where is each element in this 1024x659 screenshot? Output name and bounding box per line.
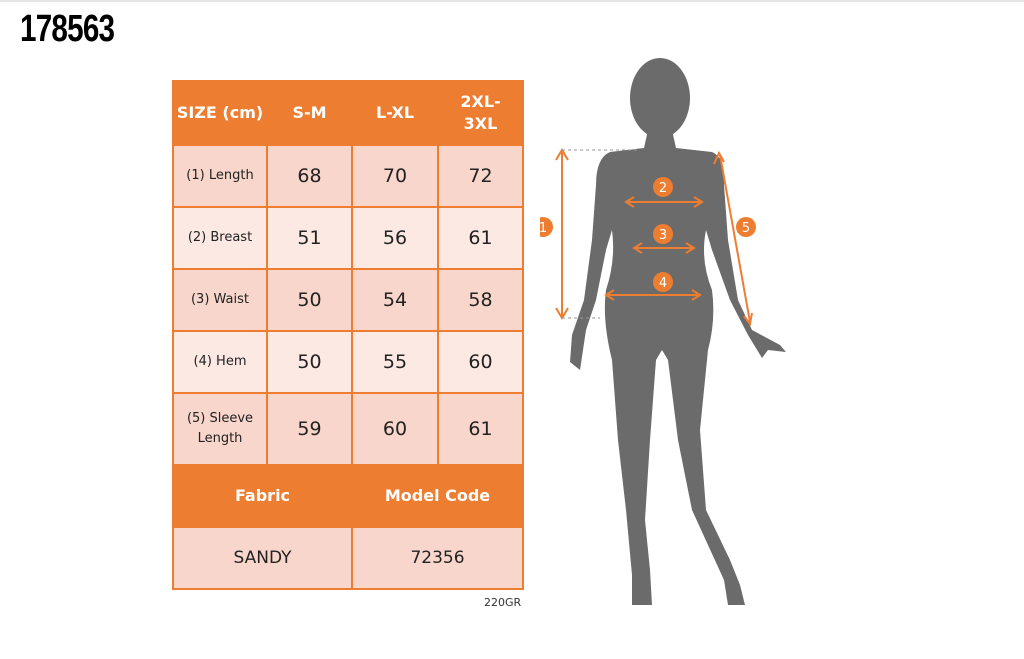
- cell: 55: [353, 332, 437, 392]
- cell: 61: [439, 208, 522, 268]
- header-l-xl: L-XL: [375, 103, 415, 122]
- cell: 56: [353, 208, 437, 268]
- cell: 59: [268, 394, 351, 464]
- header-fabric: Fabric: [234, 486, 291, 505]
- size-chart-table: SIZE (cm) S-M L-XL 2XL-3XL (1) Length 68…: [172, 80, 524, 590]
- cell: 70: [353, 146, 437, 206]
- header-size: SIZE (cm): [176, 103, 264, 122]
- row-label-length: (1) Length: [174, 146, 266, 206]
- body-measurement-figure: 1 2 3 4 5: [540, 58, 786, 605]
- model-code-value: 72356: [353, 528, 522, 588]
- row-label-hem: (4) Hem: [174, 332, 266, 392]
- header-model-code: Model Code: [384, 486, 491, 505]
- cell: 72: [439, 146, 522, 206]
- cell: 54: [353, 270, 437, 330]
- fabric-value: SANDY: [174, 528, 351, 588]
- row-label-sleeve-length: (5) Sleeve Length: [174, 394, 266, 464]
- marker-5: 5: [742, 221, 750, 236]
- product-code: 178563: [20, 8, 115, 50]
- cell: 51: [268, 208, 351, 268]
- marker-badges: 1 2 3 4 5: [540, 177, 756, 292]
- cell: 58: [439, 270, 522, 330]
- marker-3: 3: [659, 228, 667, 243]
- marker-2: 2: [659, 181, 667, 196]
- guide-lines: [562, 149, 640, 319]
- header-s-m: S-M: [292, 103, 327, 122]
- cell: 61: [439, 394, 522, 464]
- row-label-breast: (2) Breast: [174, 208, 266, 268]
- fabric-weight: 220GR: [484, 596, 522, 609]
- header-2xl-3xl: 2XL-3XL: [460, 92, 501, 133]
- cell: 50: [268, 332, 351, 392]
- marker-4: 4: [659, 276, 667, 291]
- cell: 68: [268, 146, 351, 206]
- marker-1: 1: [540, 221, 547, 236]
- cell: 60: [353, 394, 437, 464]
- measurement-arrows: [555, 148, 753, 327]
- cell: 50: [268, 270, 351, 330]
- row-label-waist: (3) Waist: [174, 270, 266, 330]
- silhouette: [570, 58, 786, 605]
- cell: 60: [439, 332, 522, 392]
- top-border: [0, 0, 1024, 2]
